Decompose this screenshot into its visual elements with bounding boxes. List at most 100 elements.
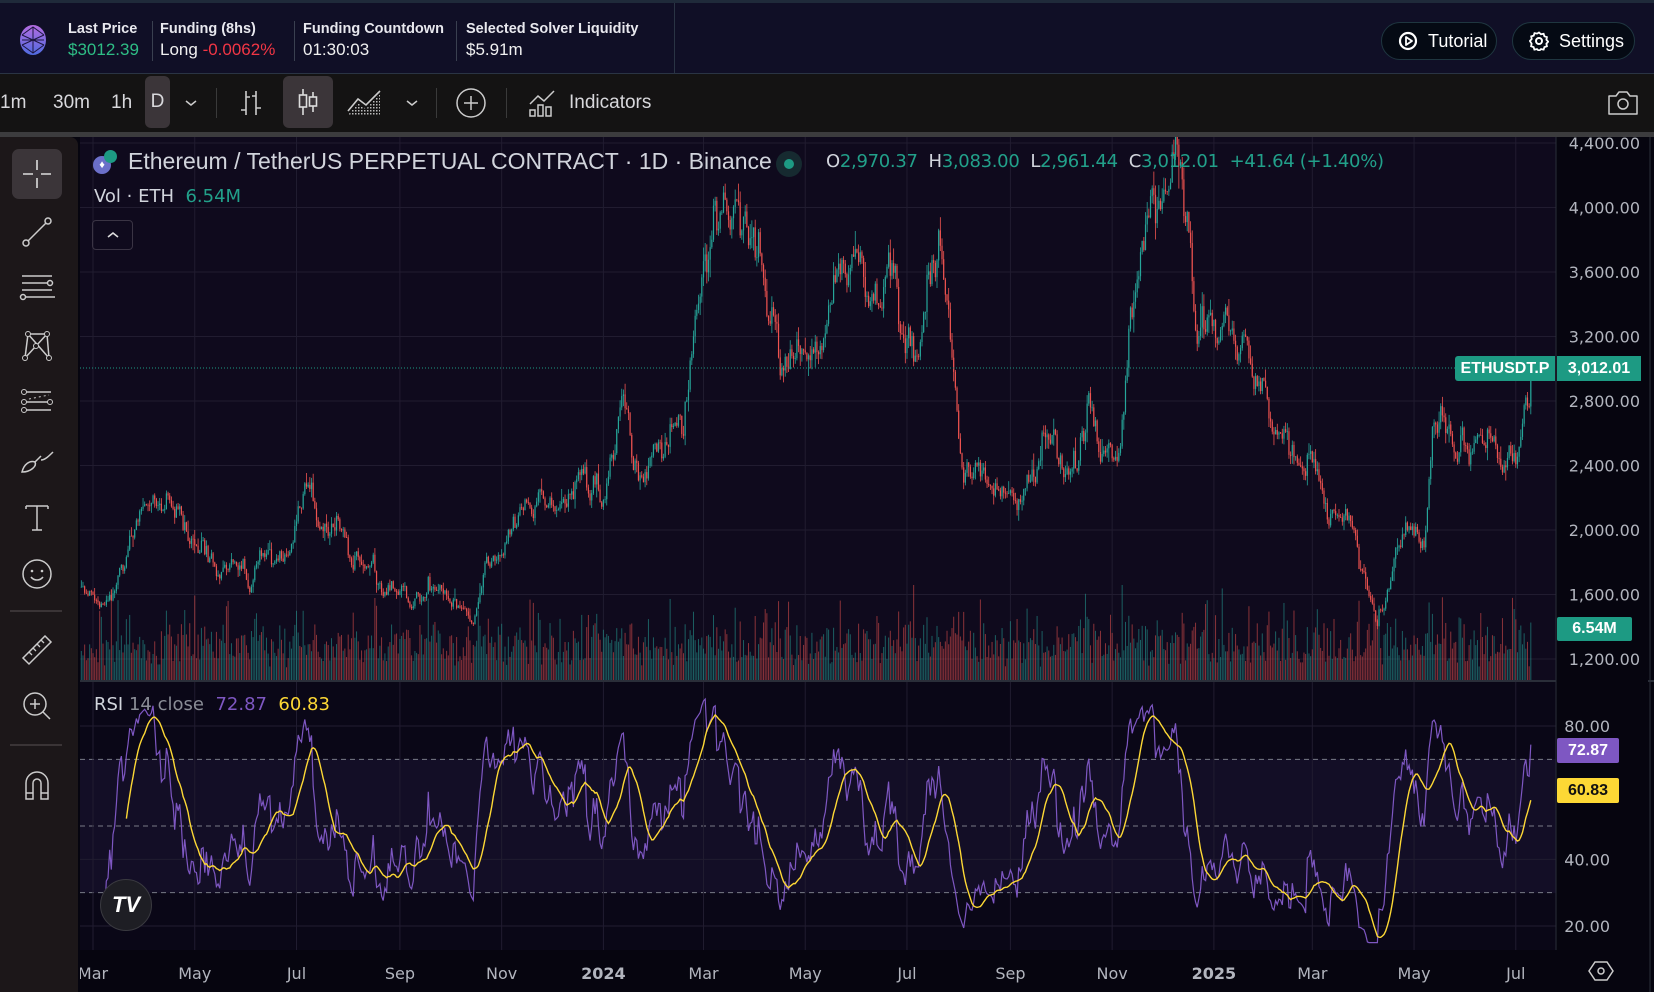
candle-body bbox=[1485, 445, 1487, 449]
candle-body bbox=[107, 599, 109, 601]
chart-title[interactable]: Ethereum / TetherUS PERPETUAL CONTRACT ·… bbox=[128, 148, 772, 174]
candle-body bbox=[1053, 429, 1055, 436]
candle-body bbox=[1026, 474, 1028, 489]
volume-badge: 6.54M bbox=[1557, 617, 1632, 641]
candle-body bbox=[1246, 336, 1248, 341]
candle-body bbox=[1119, 446, 1122, 453]
settings-button[interactable]: Settings bbox=[1512, 22, 1635, 60]
magnet-tool[interactable] bbox=[12, 759, 62, 809]
candles-button[interactable] bbox=[283, 76, 333, 128]
candle-body bbox=[1368, 589, 1370, 597]
candle-body bbox=[802, 349, 805, 351]
price-axis[interactable] bbox=[1556, 137, 1648, 950]
volume-bar bbox=[1071, 633, 1073, 680]
price-chart[interactable]: 4,400.004,000.003,600.003,200.002,800.00… bbox=[80, 137, 1654, 992]
candle-body bbox=[531, 507, 533, 515]
pattern-tool[interactable] bbox=[12, 320, 62, 370]
volume-bar bbox=[502, 661, 504, 680]
candle-body bbox=[612, 455, 615, 460]
candle-body bbox=[1288, 431, 1290, 455]
rsi-legend[interactable]: RSI 14 close 72.87 60.83 bbox=[94, 694, 330, 715]
candle-body bbox=[1061, 455, 1063, 469]
candle-body bbox=[914, 355, 916, 362]
volume-bar bbox=[869, 639, 871, 680]
tutorial-button[interactable]: Tutorial bbox=[1381, 22, 1497, 60]
candle-body bbox=[1333, 509, 1335, 512]
volume-bar bbox=[1443, 638, 1445, 680]
volume-bar bbox=[1390, 626, 1392, 680]
volume-bar bbox=[1493, 636, 1495, 680]
candle-body bbox=[1069, 471, 1072, 475]
candle-body bbox=[1265, 380, 1267, 387]
interval-30m[interactable]: 30m bbox=[53, 74, 90, 132]
volume-bar bbox=[936, 625, 938, 680]
candle-body bbox=[1028, 474, 1030, 482]
candle-body bbox=[1051, 435, 1053, 444]
measure-tool[interactable] bbox=[12, 625, 62, 675]
candle-body bbox=[466, 608, 468, 612]
prediction-lines-icon bbox=[21, 389, 53, 413]
candle-body bbox=[1108, 443, 1110, 449]
funding-countdown-label: Funding Countdown bbox=[303, 21, 444, 37]
volume-bar bbox=[1500, 643, 1502, 680]
market-status[interactable] bbox=[776, 151, 802, 177]
volume-bar bbox=[983, 623, 985, 680]
fib-tool[interactable] bbox=[12, 263, 62, 313]
volume-bar bbox=[1315, 627, 1317, 680]
candle-body bbox=[756, 257, 758, 259]
interval-dropdown[interactable] bbox=[184, 74, 198, 132]
zoom-in-tool[interactable] bbox=[12, 681, 62, 731]
candle-body bbox=[405, 586, 408, 599]
candle-body bbox=[641, 475, 643, 477]
chart-type-dropdown[interactable] bbox=[405, 74, 419, 132]
candle-body bbox=[727, 211, 730, 220]
candle-body bbox=[814, 341, 816, 353]
volume-bar bbox=[622, 656, 624, 680]
volume-bar bbox=[579, 660, 581, 680]
volume-bar bbox=[819, 639, 821, 680]
candle-body bbox=[666, 442, 668, 445]
volume-bar bbox=[362, 662, 364, 680]
forecast-tool[interactable] bbox=[12, 378, 62, 428]
brush-tool[interactable] bbox=[12, 436, 62, 486]
candle-body bbox=[174, 508, 176, 518]
emoji-tool[interactable] bbox=[12, 549, 62, 599]
candle-body bbox=[1174, 137, 1177, 156]
candle-body bbox=[1260, 381, 1262, 392]
indicators-button[interactable]: Indicators bbox=[527, 74, 651, 132]
volume-bar bbox=[424, 638, 426, 680]
bar-chart-button[interactable] bbox=[238, 74, 264, 132]
area-chart-button[interactable] bbox=[346, 74, 382, 132]
volume-bar bbox=[811, 632, 813, 680]
text-tool[interactable] bbox=[12, 492, 62, 542]
volume-legend[interactable]: Vol · ETH 6.54M bbox=[94, 186, 241, 207]
candle-body bbox=[661, 442, 663, 459]
candle-body bbox=[300, 507, 303, 509]
chart-settings-button[interactable] bbox=[1588, 958, 1614, 989]
candle-body bbox=[974, 462, 976, 473]
trend-line-tool[interactable] bbox=[12, 207, 62, 257]
candle-body bbox=[1395, 548, 1397, 559]
candle-body bbox=[84, 586, 86, 593]
candle-body bbox=[1356, 535, 1358, 547]
volume-bar bbox=[459, 656, 461, 680]
volume-bar bbox=[417, 654, 419, 680]
volume-bar bbox=[714, 655, 716, 680]
candle-body bbox=[632, 457, 635, 470]
screenshot-button[interactable] bbox=[1606, 74, 1640, 132]
crosshair-tool[interactable] bbox=[12, 149, 62, 199]
volume-bar bbox=[589, 657, 591, 680]
candle-body bbox=[512, 516, 514, 530]
interval-d[interactable]: D bbox=[145, 76, 170, 128]
collapse-legend-button[interactable] bbox=[92, 220, 133, 250]
tradingview-logo[interactable]: TV bbox=[100, 879, 152, 931]
volume-bar bbox=[382, 660, 384, 680]
candle-body bbox=[309, 484, 311, 489]
candle-body bbox=[989, 485, 991, 487]
volume-bar bbox=[399, 638, 401, 680]
interval-1h[interactable]: 1h bbox=[111, 74, 132, 132]
interval-1m[interactable]: 1m bbox=[0, 74, 26, 132]
candle-body bbox=[549, 497, 551, 506]
volume-bar bbox=[369, 648, 371, 680]
compare-symbol-button[interactable] bbox=[455, 74, 487, 132]
